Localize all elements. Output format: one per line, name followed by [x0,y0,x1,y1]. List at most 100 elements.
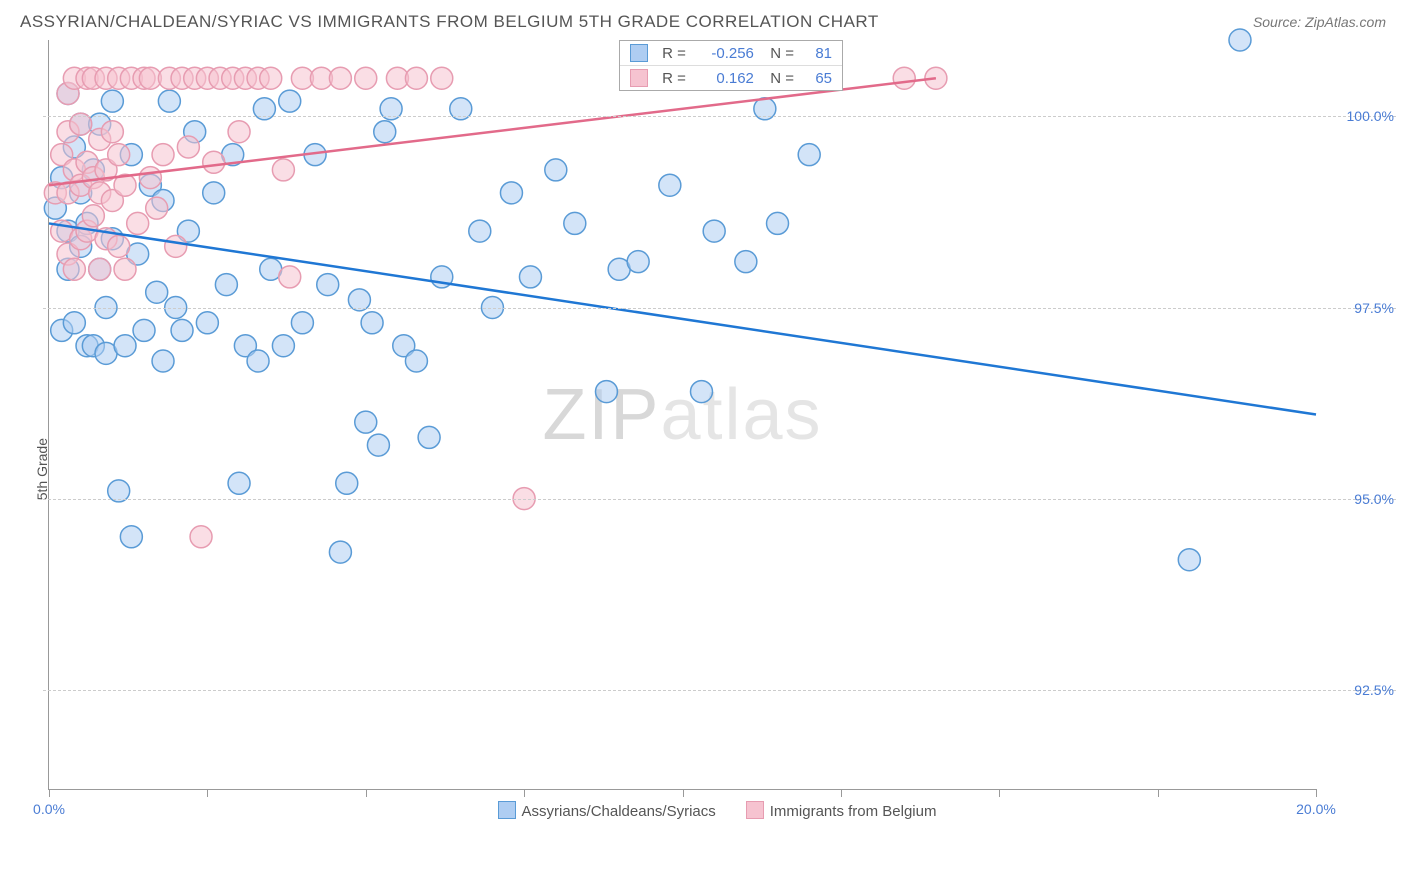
y-tick-label: 95.0% [1324,491,1394,507]
x-tick [841,789,842,797]
data-point [405,67,427,89]
x-tick [207,789,208,797]
gridline-h [43,499,1396,500]
stat-n: 81 [802,45,832,62]
data-point [367,434,389,456]
data-point [190,526,212,548]
data-point [431,67,453,89]
data-point [272,159,294,181]
data-point [101,121,123,143]
data-point [545,159,567,181]
legend-label: Assyrians/Chaldeans/Syriacs [522,803,716,820]
bottom-legend: Assyrians/Chaldeans/Syriacs Immigrants fr… [48,801,1386,820]
data-point [139,167,161,189]
data-point [146,197,168,219]
chart-title: ASSYRIAN/CHALDEAN/SYRIAC VS IMMIGRANTS F… [20,12,879,32]
legend-label: Immigrants from Belgium [770,803,937,820]
data-point [355,411,377,433]
gridline-h [43,308,1396,309]
data-point [374,121,396,143]
x-tick [1158,789,1159,797]
y-tick-label: 97.5% [1324,300,1394,316]
data-point [519,266,541,288]
stat-r: 0.162 [694,70,754,87]
y-tick-label: 92.5% [1324,682,1394,698]
data-point [405,350,427,372]
data-point [82,205,104,227]
gridline-h [43,690,1396,691]
data-point [691,381,713,403]
data-point [133,319,155,341]
data-point [1229,29,1251,51]
data-point [158,90,180,112]
x-tick [999,789,1000,797]
data-point [500,182,522,204]
data-point [171,319,193,341]
data-point [260,67,282,89]
data-point [196,312,218,334]
stat-r: -0.256 [694,45,754,62]
data-point [127,212,149,234]
data-point [279,266,301,288]
legend-swatch [746,801,764,819]
legend-item: Immigrants from Belgium [746,801,937,820]
regression-line [49,78,936,185]
chart-area: 5th Grade ZIPatlas 92.5%95.0%97.5%100.0%… [48,40,1386,820]
regression-line [49,223,1316,414]
legend-item: Assyrians/Chaldeans/Syriacs [498,801,716,820]
data-point [595,381,617,403]
data-point [203,182,225,204]
plot-region: ZIPatlas 92.5%95.0%97.5%100.0%0.0%20.0%R… [48,40,1316,790]
data-point [564,212,586,234]
data-point [177,136,199,158]
data-point [418,426,440,448]
data-point [108,235,130,257]
legend-swatch [498,801,516,819]
data-point [89,258,111,280]
data-point [336,472,358,494]
data-point [355,67,377,89]
data-point [893,67,915,89]
gridline-h [43,116,1396,117]
data-point [798,144,820,166]
stats-legend-row: R = 0.162 N = 65 [620,65,842,90]
source-label: Source: ZipAtlas.com [1253,14,1386,30]
data-point [228,121,250,143]
data-point [63,312,85,334]
data-point [63,258,85,280]
data-point [291,312,313,334]
data-point [659,174,681,196]
data-point [627,251,649,273]
data-point [767,212,789,234]
x-tick [1316,789,1317,797]
data-point [228,472,250,494]
data-point [146,281,168,303]
stats-legend: R = -0.256 N = 81R = 0.162 N = 65 [619,40,843,91]
data-point [108,144,130,166]
data-point [152,350,174,372]
stat-n: 65 [802,70,832,87]
data-point [1178,549,1200,571]
data-point [272,335,294,357]
data-point [329,67,351,89]
plot-svg [49,40,1316,789]
data-point [120,526,142,548]
data-point [279,90,301,112]
legend-swatch [630,44,648,62]
x-tick [683,789,684,797]
data-point [215,274,237,296]
x-tick [366,789,367,797]
data-point [114,258,136,280]
stats-legend-row: R = -0.256 N = 81 [620,41,842,65]
data-point [735,251,757,273]
data-point [152,144,174,166]
data-point [469,220,491,242]
x-tick [49,789,50,797]
data-point [247,350,269,372]
y-tick-label: 100.0% [1324,108,1394,124]
data-point [703,220,725,242]
x-tick [524,789,525,797]
data-point [114,335,136,357]
data-point [329,541,351,563]
data-point [317,274,339,296]
